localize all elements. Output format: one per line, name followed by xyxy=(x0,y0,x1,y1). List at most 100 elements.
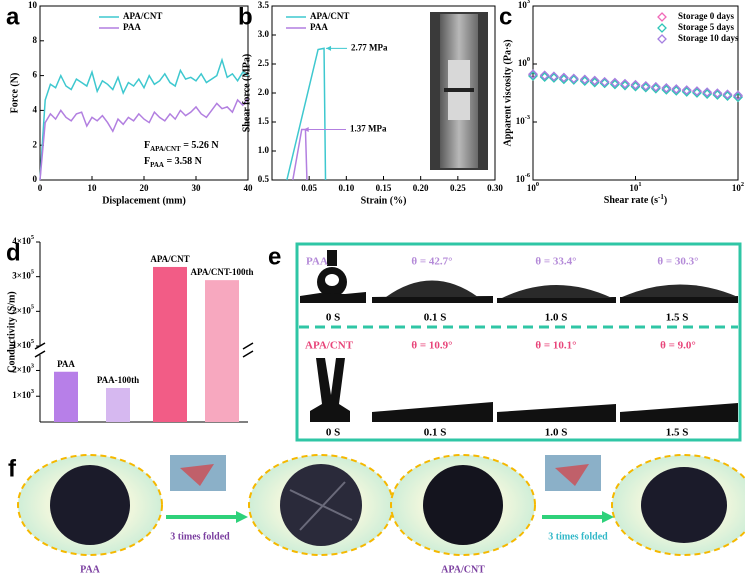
point xyxy=(599,76,610,87)
x-tick-label-part: 2 xyxy=(741,181,744,188)
peak-arrowhead xyxy=(326,45,332,51)
point xyxy=(558,72,569,83)
legend-label: PAA xyxy=(310,22,328,32)
bar-label: PAA-100th xyxy=(97,375,139,385)
y-tick-label: 2.5 xyxy=(258,58,270,68)
point xyxy=(630,80,641,91)
contact-angle: θ = 33.4° xyxy=(535,256,576,268)
point xyxy=(579,74,590,85)
y-tick-label: 4 xyxy=(33,104,38,114)
series-line xyxy=(39,57,249,181)
x-tick-label-part: 0.30 xyxy=(487,183,503,193)
y-tick-label-part: 0 xyxy=(527,56,530,63)
y-tick-label-part: 1×10 xyxy=(12,390,31,400)
y-tick-label-part: 3 xyxy=(31,389,34,396)
y-tick-label: 100 xyxy=(518,56,530,68)
point xyxy=(722,89,733,100)
panel-f: f 3 times folded 3 times folded PAA APA/… xyxy=(8,454,745,575)
panel-label: d xyxy=(6,239,21,266)
y-tick-label-part: 1×10 xyxy=(12,340,31,350)
point xyxy=(661,82,672,93)
x-axis-label-part: Shear rate (s xyxy=(604,195,658,206)
point xyxy=(681,85,692,95)
contact-angle: θ = 30.3° xyxy=(657,256,698,268)
x-tick-label-part: 0.10 xyxy=(338,183,354,193)
y-tick-label-part: 3 xyxy=(31,363,34,370)
peak-label: 2.77 MPa xyxy=(351,42,388,52)
droplet-images xyxy=(300,250,739,422)
x-tick-label: 102 xyxy=(732,181,744,193)
y-tick-label-part: 5 xyxy=(31,338,34,345)
y-tick-label: 10-6 xyxy=(516,172,530,184)
x-tick-label: 0 xyxy=(38,183,43,193)
y-tick-label: 2×103 xyxy=(12,363,34,375)
point xyxy=(599,78,610,89)
plot-frame xyxy=(39,5,249,181)
point xyxy=(539,70,550,81)
bar xyxy=(205,280,239,422)
time-label: 0 S xyxy=(326,427,340,439)
annotation-part: = 5.26 N xyxy=(181,140,220,151)
point xyxy=(630,79,641,90)
axis-break xyxy=(242,342,254,358)
y-tick-label: 3.0 xyxy=(258,29,270,39)
material-label: APA/CNT xyxy=(305,340,354,352)
time-label: 0.1 S xyxy=(424,312,447,324)
panel-label: e xyxy=(268,243,281,270)
point xyxy=(620,78,630,89)
legend-label: PAA xyxy=(123,22,141,32)
point xyxy=(733,90,743,101)
point xyxy=(589,75,600,86)
point xyxy=(528,69,538,80)
y-tick-label-part: 10 xyxy=(516,174,526,184)
point xyxy=(610,78,620,89)
x-tick-label-part: 1 xyxy=(638,181,641,188)
y-axis-label: Conductivity (S/m) xyxy=(6,291,17,372)
y-tick-label-part: 3.0 xyxy=(258,29,270,39)
x-axis-label: Shear rate (s-1) xyxy=(604,193,667,207)
x-axis-label: Displacement (mm) xyxy=(102,195,186,206)
x-tick-label: 10 xyxy=(88,183,98,193)
y-tick-label-part: 10 xyxy=(518,0,528,10)
inset-photo xyxy=(430,12,488,170)
material-label: PAA xyxy=(306,256,328,268)
peak-arrowhead xyxy=(303,127,309,133)
time-label: 0 S xyxy=(326,312,340,324)
y-axis-label: Force (N) xyxy=(9,73,20,114)
annotation-part: F xyxy=(144,140,150,151)
point xyxy=(702,87,713,98)
y-tick-label-part: -6 xyxy=(525,172,530,179)
contact-angle: θ = 10.1° xyxy=(535,340,576,352)
y-tick-label: 1×105 xyxy=(12,338,34,350)
panel-label: a xyxy=(6,3,20,30)
peak-label: 1.37 MPa xyxy=(350,124,387,134)
x-tick-label: 0.15 xyxy=(376,183,392,193)
legend-label: APA/CNT xyxy=(123,11,162,21)
y-tick-label: 103 xyxy=(518,0,530,10)
legend-marker xyxy=(657,12,667,22)
y-tick-label: 8 xyxy=(33,35,38,45)
point xyxy=(722,91,733,101)
y-tick-label: 0.5 xyxy=(258,174,270,184)
y-tick-label: 1.0 xyxy=(258,145,270,155)
point xyxy=(610,77,620,88)
x-axis-label-part: -1 xyxy=(658,193,664,201)
point xyxy=(640,80,651,91)
y-tick-label: 4×105 xyxy=(12,234,34,246)
frame xyxy=(295,242,742,442)
bar xyxy=(153,266,187,422)
bar-label: APA/CNT-100th xyxy=(190,267,253,277)
series-line xyxy=(286,47,327,181)
y-tick-label-part: 2.0 xyxy=(258,87,270,97)
point xyxy=(650,81,661,92)
y-tick-label: 2 xyxy=(33,139,38,149)
legend-label: APA/CNT xyxy=(310,11,349,21)
y-tick-label-part: 10 xyxy=(516,116,526,126)
sample-label: APA/CNT xyxy=(441,564,485,575)
y-tick-label-part: -3 xyxy=(525,114,530,121)
y-tick-label-part: 10 xyxy=(518,58,528,68)
y-tick-label-part: 3×10 xyxy=(12,271,31,281)
y-tick-label-part: 1.0 xyxy=(258,145,270,155)
bar-label: PAA xyxy=(57,359,75,369)
